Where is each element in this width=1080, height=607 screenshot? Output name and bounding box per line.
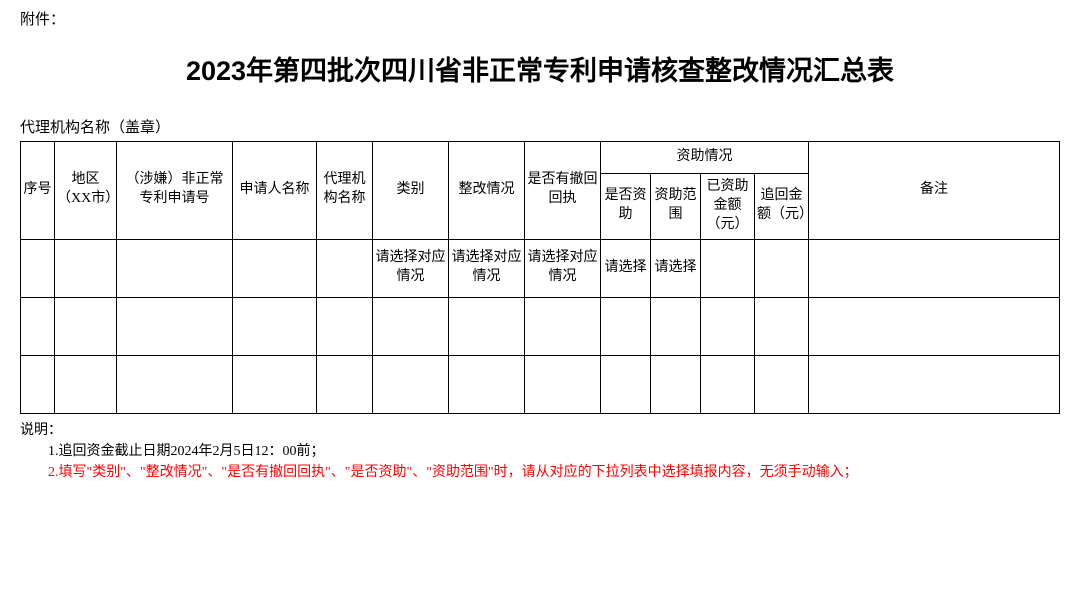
cell-fund-scope-select[interactable] xyxy=(651,355,701,413)
header-agency: 代理机构名称 xyxy=(317,142,373,240)
cell-category-select[interactable]: 请选择对应情况 xyxy=(373,239,449,297)
cell-fund-scope-select[interactable] xyxy=(651,297,701,355)
cell-remark[interactable] xyxy=(809,355,1060,413)
cell-fund-yn-select[interactable] xyxy=(601,355,651,413)
cell-funded-amt[interactable] xyxy=(701,297,755,355)
cell-agency[interactable] xyxy=(317,355,373,413)
summary-table: 序号 地区（XX市） （涉嫌）非正常专利申请号 申请人名称 代理机构名称 类别 … xyxy=(20,141,1060,414)
header-withdraw: 是否有撤回回执 xyxy=(525,142,601,240)
cell-region[interactable] xyxy=(55,239,117,297)
cell-region[interactable] xyxy=(55,355,117,413)
header-rectify: 整改情况 xyxy=(449,142,525,240)
cell-rectify-select[interactable] xyxy=(449,355,525,413)
cell-applicant[interactable] xyxy=(233,355,317,413)
cell-withdraw-select[interactable]: 请选择对应情况 xyxy=(525,239,601,297)
cell-seq[interactable] xyxy=(21,239,55,297)
cell-recover-amt[interactable] xyxy=(755,239,809,297)
cell-patent-no[interactable] xyxy=(117,355,233,413)
cell-fund-yn-select[interactable]: 请选择 xyxy=(601,239,651,297)
notes-section: 说明： 1.追回资金截止日期2024年2月5日12：00前； 2.填写"类别"、… xyxy=(20,420,1060,483)
cell-patent-no[interactable] xyxy=(117,297,233,355)
header-applicant: 申请人名称 xyxy=(233,142,317,240)
cell-patent-no[interactable] xyxy=(117,239,233,297)
cell-remark[interactable] xyxy=(809,297,1060,355)
document-title: 2023年第四批次四川省非正常专利申请核查整改情况汇总表 xyxy=(20,49,1060,88)
header-fund-scope: 资助范围 xyxy=(651,174,701,240)
cell-agency[interactable] xyxy=(317,239,373,297)
notes-label: 说明： xyxy=(20,423,62,438)
cell-funded-amt[interactable] xyxy=(701,239,755,297)
header-remark: 备注 xyxy=(809,142,1060,240)
cell-seq[interactable] xyxy=(21,355,55,413)
cell-fund-scope-select[interactable]: 请选择 xyxy=(651,239,701,297)
cell-recover-amt[interactable] xyxy=(755,297,809,355)
cell-applicant[interactable] xyxy=(233,239,317,297)
header-patent-no: （涉嫌）非正常专利申请号 xyxy=(117,142,233,240)
header-funded-amt: 已资助金额（元） xyxy=(701,174,755,240)
cell-region[interactable] xyxy=(55,297,117,355)
table-row: 请选择对应情况 请选择对应情况 请选择对应情况 请选择 请选择 xyxy=(21,239,1060,297)
note-line-2: 2.填写"类别"、"整改情况"、"是否有撤回回执"、"是否资助"、"资助范围"时… xyxy=(20,462,1060,483)
cell-remark[interactable] xyxy=(809,239,1060,297)
cell-applicant[interactable] xyxy=(233,297,317,355)
table-row xyxy=(21,297,1060,355)
cell-category-select[interactable] xyxy=(373,355,449,413)
header-category: 类别 xyxy=(373,142,449,240)
cell-withdraw-select[interactable] xyxy=(525,297,601,355)
cell-category-select[interactable] xyxy=(373,297,449,355)
header-funding-group: 资助情况 xyxy=(601,142,809,174)
header-fund-yn: 是否资助 xyxy=(601,174,651,240)
table-row xyxy=(21,355,1060,413)
cell-fund-yn-select[interactable] xyxy=(601,297,651,355)
header-seq: 序号 xyxy=(21,142,55,240)
header-region: 地区（XX市） xyxy=(55,142,117,240)
cell-funded-amt[interactable] xyxy=(701,355,755,413)
cell-agency[interactable] xyxy=(317,297,373,355)
agency-name-label: 代理机构名称（盖章） xyxy=(20,116,1060,137)
note-line-1: 1.追回资金截止日期2024年2月5日12：00前； xyxy=(20,441,1060,462)
cell-rectify-select[interactable]: 请选择对应情况 xyxy=(449,239,525,297)
cell-rectify-select[interactable] xyxy=(449,297,525,355)
attachment-label: 附件： xyxy=(20,8,1060,29)
header-recover-amt: 追回金额（元） xyxy=(755,174,809,240)
cell-recover-amt[interactable] xyxy=(755,355,809,413)
cell-withdraw-select[interactable] xyxy=(525,355,601,413)
cell-seq[interactable] xyxy=(21,297,55,355)
